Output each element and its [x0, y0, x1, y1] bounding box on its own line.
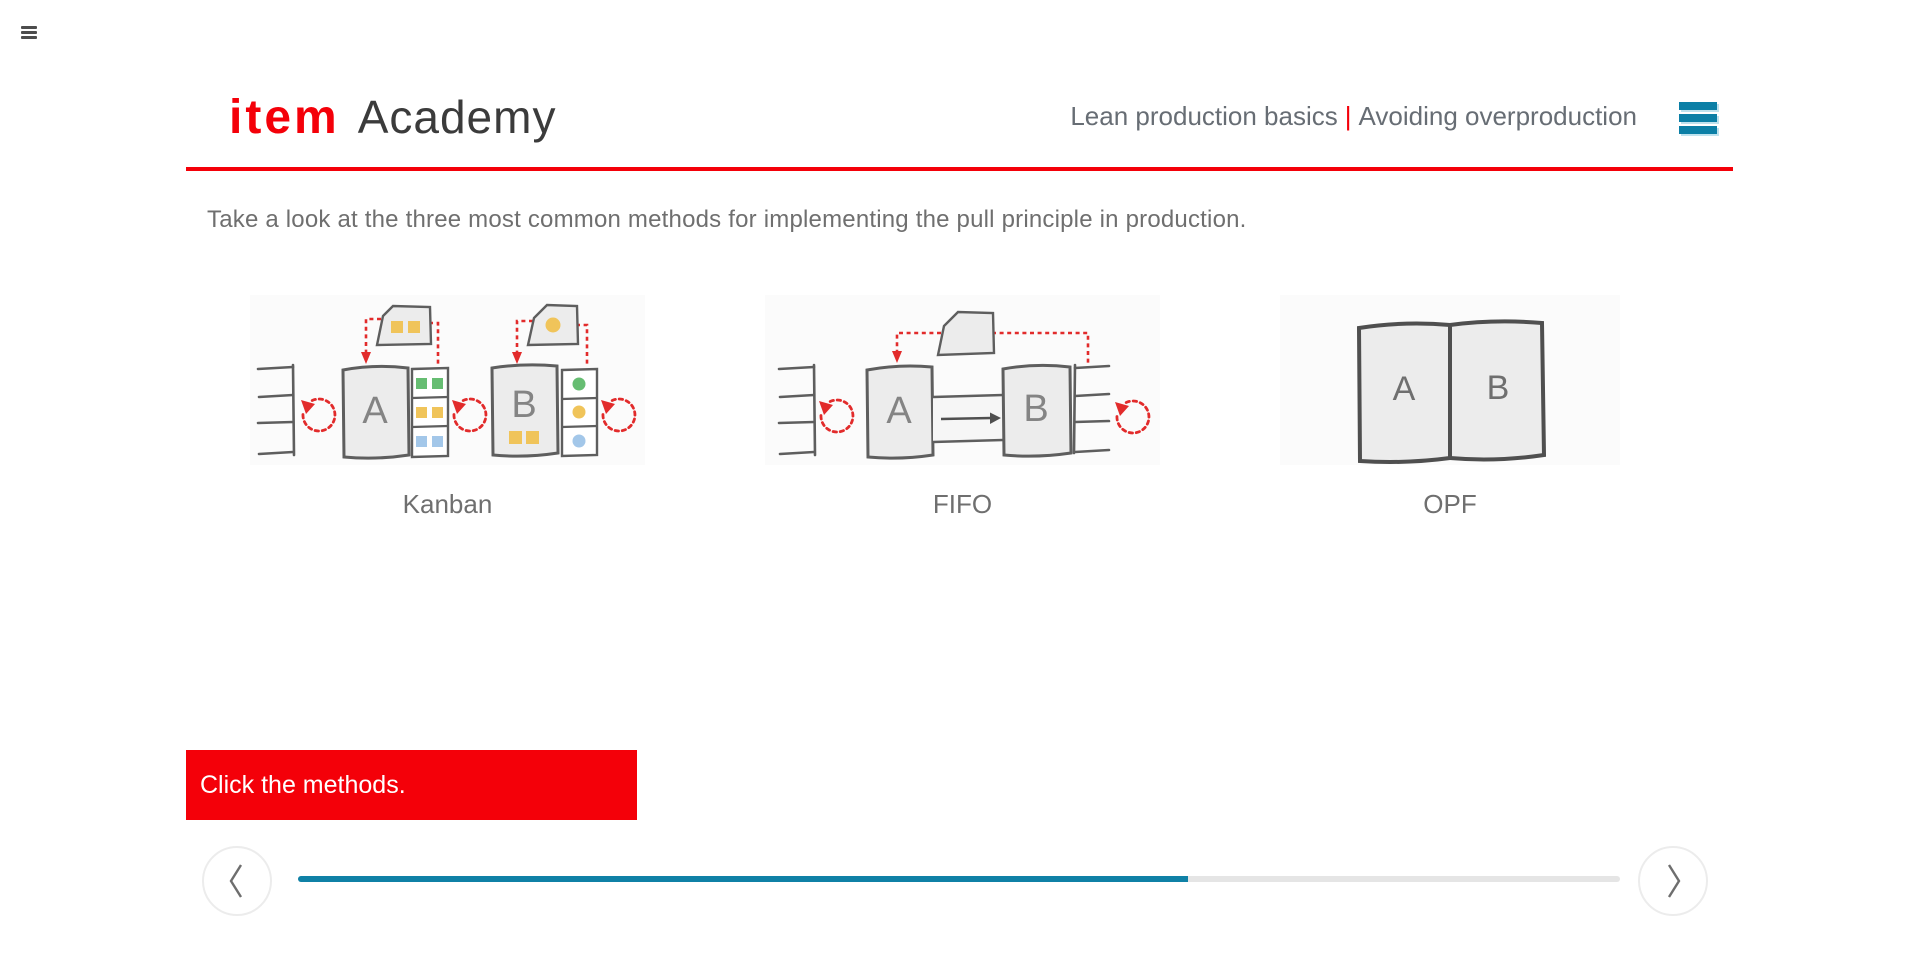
progress-bar[interactable]	[298, 876, 1620, 882]
kanban-rack-icon	[256, 363, 296, 457]
opf-station-a-label: A	[1393, 370, 1416, 408]
logo-item: item	[229, 91, 340, 144]
window-menu-icon[interactable]	[21, 26, 37, 39]
chevron-right-icon	[1667, 864, 1681, 898]
fifo-lane-icon	[932, 393, 1004, 444]
fifo-process-a-box	[865, 364, 935, 460]
fifo-process-b-box	[1001, 363, 1073, 458]
kanban-process-b-box	[490, 363, 560, 458]
kanban-station-b-label: B	[511, 384, 536, 426]
next-button[interactable]	[1638, 846, 1708, 916]
arrow-down-icon	[512, 352, 522, 364]
pull-cycle-icon	[450, 397, 488, 433]
fifo-dashed-loop-icon	[895, 331, 1090, 367]
arrow-down-icon	[892, 351, 902, 363]
course-title: Lean production basics	[1070, 101, 1338, 131]
fifo-station-b-label: B	[1023, 388, 1048, 430]
fifo-station-a-label: A	[886, 390, 912, 432]
lesson-title: Avoiding overproduction	[1358, 101, 1637, 131]
header-divider	[186, 167, 1733, 171]
kanban-card-icon	[375, 304, 433, 347]
pull-cycle-icon	[299, 397, 337, 433]
fifo-diagram: A B	[765, 295, 1160, 465]
instruction-banner: Click the methods.	[186, 750, 637, 820]
fifo-card-icon	[936, 310, 996, 357]
chevron-left-icon	[229, 864, 243, 898]
kanban-supermarket-icon	[560, 367, 599, 458]
menu-bar	[21, 31, 37, 34]
menu-bar	[1679, 102, 1717, 110]
kanban-process-a-box	[341, 364, 411, 460]
menu-bar	[1679, 126, 1717, 134]
progress-fill	[298, 876, 1188, 882]
course-menu-icon[interactable]	[1679, 102, 1717, 134]
prev-button[interactable]	[202, 846, 272, 916]
kanban-station-a-label: A	[362, 390, 388, 432]
fifo-rack-icon	[1072, 363, 1111, 455]
menu-bar	[21, 26, 37, 29]
title-separator: |	[1344, 101, 1352, 131]
brand-logo: item Academy	[229, 94, 556, 142]
fifo-rack-icon	[777, 363, 817, 457]
arrow-right-icon	[990, 412, 1001, 424]
menu-bar	[1679, 114, 1717, 122]
kanban-dashed-loop-icon	[364, 317, 589, 366]
kanban-card-icon	[526, 303, 580, 347]
method-kanban[interactable]: A B	[250, 295, 645, 520]
intro-text: Take a look at the three most common met…	[207, 206, 1247, 233]
method-label-fifo: FIFO	[932, 489, 993, 519]
pull-cycle-icon	[817, 398, 855, 434]
opf-station-b-label: B	[1487, 369, 1510, 407]
method-opf[interactable]: A B OPF	[1280, 295, 1620, 520]
kanban-supermarket-icon	[410, 366, 450, 459]
menu-bar	[21, 36, 37, 39]
method-label-opf: OPF	[1423, 489, 1477, 519]
pull-cycle-icon	[1113, 399, 1151, 435]
logo-academy: Academy	[357, 91, 557, 143]
arrow-down-icon	[361, 352, 371, 364]
method-label-kanban: Kanban	[402, 489, 493, 519]
pull-cycle-icon	[599, 397, 637, 433]
opf-diagram: A B	[1280, 295, 1620, 465]
method-fifo[interactable]: A B FIFO	[765, 295, 1160, 520]
opf-process-b-box	[1448, 319, 1547, 462]
kanban-diagram: A B	[250, 295, 645, 465]
lesson-breadcrumb: Lean production basics | Avoiding overprod…	[1070, 101, 1637, 132]
